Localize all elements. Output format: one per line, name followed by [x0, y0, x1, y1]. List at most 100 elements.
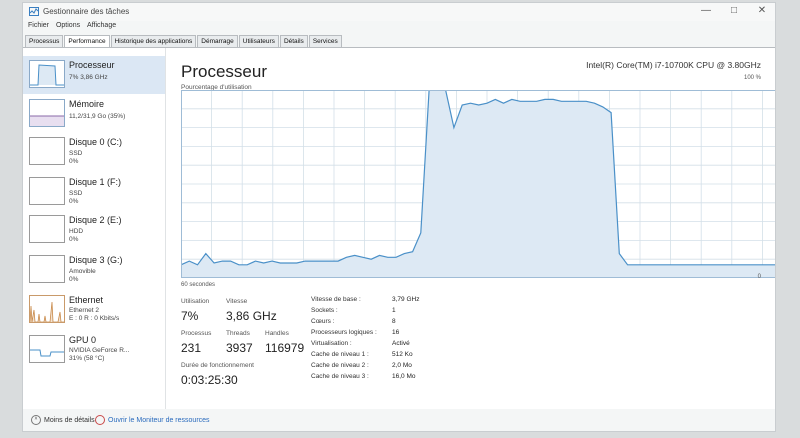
menu-fichier[interactable]: Fichier: [28, 22, 50, 29]
vitesse-value: 3,86 GHz: [226, 309, 277, 323]
sidebar-item-type: SSD: [69, 150, 83, 157]
detail-value: 16,0 Mo: [392, 373, 416, 380]
cpu-thumbnail: [29, 60, 65, 88]
chevron-up-icon: ˄: [31, 415, 41, 425]
handles-label: Handles: [265, 330, 289, 337]
tab-bar: Processus Performance Historique des app…: [25, 35, 343, 49]
sidebar-item-type: SSD: [69, 190, 83, 197]
cpu-model: Intel(R) Core(TM) i7-10700K CPU @ 3.80GH…: [586, 60, 761, 70]
tab-details[interactable]: Détails: [279, 35, 308, 47]
detail-value: 16: [392, 329, 400, 336]
graph-border: [181, 90, 775, 278]
threads-label: Threads: [226, 330, 250, 337]
handles-value: 116979: [265, 341, 305, 355]
maximize-button[interactable]: □: [730, 5, 738, 16]
graph-title: Pourcentage d'utilisation: [181, 84, 252, 91]
sidebar-item-detail: E : 0 R : 0 Kbits/s: [69, 315, 120, 322]
detail-label: Vitesse de base :: [311, 296, 361, 303]
window-title: Gestionnaire des tâches: [43, 7, 130, 16]
resource-monitor-link[interactable]: Ouvrir le Moniteur de ressources: [95, 415, 210, 425]
sidebar-item-name: Disque 0 (C:): [69, 137, 123, 147]
sidebar-item-name: Processeur: [69, 60, 115, 70]
sidebar-item-detail: 31% (58 °C): [69, 355, 105, 362]
detail-label: Processeurs logiques :: [311, 329, 377, 336]
sidebar-item-detail: 7% 3,86 GHz: [69, 74, 108, 81]
sidebar-item-adapter: Ethernet 2: [69, 307, 99, 314]
utilisation-label: Utilisation: [181, 298, 210, 305]
less-details-button[interactable]: ˄ Moins de détails: [31, 415, 95, 425]
graph-min-label: 0: [757, 274, 761, 280]
processus-label: Processus: [181, 330, 212, 337]
sidebar-item-name: Disque 1 (F:): [69, 177, 122, 187]
graph-time-span: 60 secondes: [181, 282, 216, 288]
tab-utilisateurs[interactable]: Utilisateurs: [238, 35, 279, 47]
sidebar-item-name: Mémoire: [69, 99, 105, 109]
minimize-button[interactable]: —: [701, 5, 711, 16]
resource-monitor-label: Ouvrir le Moniteur de ressources: [108, 416, 210, 424]
detail-label: Cache de niveau 3 :: [311, 373, 369, 380]
detail-value: 2,0 Mo: [392, 362, 412, 369]
cpu-usage-area: [181, 90, 775, 278]
memory-thumbnail: [29, 99, 65, 127]
disk-thumbnail: [29, 177, 65, 205]
disk-thumbnail: [29, 137, 65, 165]
cpu-detail-panel: Processeur Intel(R) Core(TM) i7-10700K C…: [166, 48, 775, 409]
sidebar-item-name: Disque 2 (E:): [69, 215, 122, 225]
detail-value: Activé: [392, 340, 410, 347]
disk-thumbnail: [29, 255, 65, 283]
detail-value: 1: [392, 307, 396, 314]
sidebar-item-detail: 0%: [69, 198, 79, 205]
sidebar-item-detail: 11,2/31,9 Go (35%): [69, 113, 126, 120]
title-bar: Gestionnaire des tâches — □ ✕: [23, 3, 775, 21]
detail-label: Virtualisation :: [311, 340, 352, 347]
uptime-label: Durée de fonctionnement: [181, 362, 254, 369]
sidebar-item-name: GPU 0: [69, 335, 97, 345]
sidebar-item-name: Disque 3 (G:): [69, 255, 123, 265]
close-button[interactable]: ✕: [757, 5, 767, 16]
detail-value: 3,79 GHz: [392, 296, 420, 303]
detail-label: Cache de niveau 1 :: [311, 351, 369, 358]
cpu-usage-line: [181, 90, 775, 266]
sidebar-item-disque-1[interactable]: Disque 1 (F:) SSD 0%: [23, 173, 165, 211]
processus-value: 231: [181, 341, 202, 355]
menu-options[interactable]: Options: [55, 22, 81, 29]
disk-thumbnail: [29, 215, 65, 243]
menu-bar: Fichier Options Affichage: [23, 22, 116, 34]
sidebar-item-disque-3[interactable]: Disque 3 (G:) Amovible 0%: [23, 251, 165, 289]
sidebar-item-ethernet[interactable]: Ethernet Ethernet 2 E : 0 R : 0 Kbits/s: [23, 291, 165, 329]
sidebar-item-processeur[interactable]: Processeur 7% 3,86 GHz: [23, 56, 165, 94]
utilisation-value: 7%: [181, 309, 199, 323]
sidebar-item-adapter: NVIDIA GeForce R...: [69, 347, 130, 354]
sidebar-item-type: HDD: [69, 228, 84, 235]
performance-panel: Processeur 7% 3,86 GHz Mémoire 11,2/31,9…: [23, 47, 775, 409]
detail-value: 512 Ko: [392, 351, 413, 358]
threads-value: 3937: [226, 341, 253, 355]
tab-demarrage[interactable]: Démarrage: [197, 35, 238, 47]
task-manager-icon: [29, 7, 39, 16]
detail-label: Cœurs :: [311, 318, 335, 325]
less-details-label: Moins de détails: [44, 416, 95, 424]
tab-processus[interactable]: Processus: [25, 35, 64, 47]
sidebar-item-disque-0[interactable]: Disque 0 (C:) SSD 0%: [23, 133, 165, 171]
sidebar-item-memoire[interactable]: Mémoire 11,2/31,9 Go (35%): [23, 95, 165, 133]
sidebar-item-gpu[interactable]: GPU 0 NVIDIA GeForce R... 31% (58 °C): [23, 331, 165, 369]
tab-historique[interactable]: Historique des applications: [110, 35, 197, 47]
vitesse-label: Vitesse: [226, 298, 248, 305]
detail-value: 8: [392, 318, 396, 325]
footer-bar: ˄ Moins de détails Ouvrir le Moniteur de …: [23, 409, 775, 431]
menu-affichage[interactable]: Affichage: [87, 22, 117, 29]
uptime-value: 0:03:25:30: [181, 373, 238, 387]
graph-max-label: 100 %: [743, 75, 761, 81]
sidebar-item-disque-2[interactable]: Disque 2 (E:) HDD 0%: [23, 211, 165, 249]
sidebar-item-detail: 0%: [69, 158, 79, 165]
resource-monitor-icon: [95, 415, 105, 425]
tab-services[interactable]: Services: [308, 35, 342, 47]
detail-label: Cache de niveau 2 :: [311, 362, 369, 369]
sidebar-item-detail: 0%: [69, 276, 79, 283]
task-manager-window: Gestionnaire des tâches — □ ✕ Fichier Op…: [22, 2, 776, 432]
ethernet-thumbnail: [29, 295, 65, 323]
detail-label: Sockets :: [311, 307, 338, 314]
page-title: Processeur: [181, 62, 267, 81]
tab-performance[interactable]: Performance: [64, 35, 110, 49]
sidebar-item-name: Ethernet: [69, 295, 104, 305]
